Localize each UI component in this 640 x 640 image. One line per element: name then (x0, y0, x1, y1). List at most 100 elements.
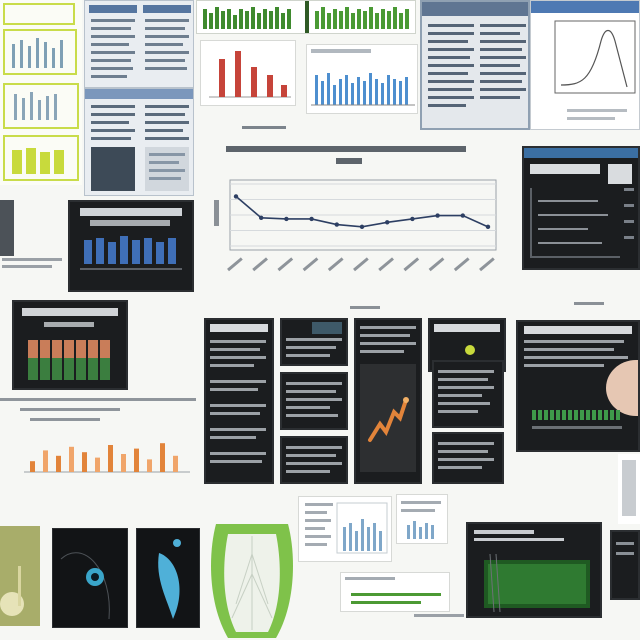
bottom-caption (410, 610, 470, 622)
bottom-doc-3-art (345, 577, 441, 604)
x-tick-labels (227, 257, 495, 272)
dark-panel-mid-3-art (286, 382, 342, 417)
left-text-block-art (0, 200, 62, 268)
orange-bar-marks (30, 443, 178, 472)
dark-panel-edge (610, 530, 640, 600)
dark-panel-mid-7 (432, 432, 504, 484)
orange-bar (108, 445, 113, 472)
graph-panel-art (531, 1, 639, 120)
dark-panel-green-texture-art (474, 530, 590, 613)
orange-bar (82, 452, 87, 472)
orange-bar (30, 461, 35, 472)
blue-panel-top-art (89, 5, 191, 78)
data-point (410, 216, 415, 222)
dark-panel-mid-6-art (438, 370, 494, 413)
orange-bar (43, 450, 48, 472)
data-point (259, 215, 264, 221)
orange-bar (95, 457, 100, 472)
data-point (435, 213, 440, 218)
bottom-doc-2 (396, 494, 448, 544)
dark-panel-green-texture (466, 522, 602, 618)
dark-panel-mid-6 (432, 360, 504, 428)
dark-panel-right-top-art (524, 148, 638, 258)
blue-panel-bottom (84, 88, 194, 196)
data-point (485, 224, 491, 230)
green-strip-art (203, 1, 409, 33)
middle-caption (346, 302, 386, 314)
data-point (284, 216, 289, 222)
small-caption-art (242, 126, 286, 129)
x-tick-label (428, 257, 445, 272)
line-chart-title-scribble (226, 146, 466, 164)
dark-panel-right-mid (516, 320, 640, 452)
bottom-caption-art (414, 614, 464, 617)
orange-bar (134, 448, 139, 472)
dark-panel-edge-art (616, 542, 634, 555)
blue-bar-chart-art (311, 49, 415, 106)
blue-panel-bottom-art (85, 89, 193, 191)
red-bar-chart-art (209, 51, 291, 98)
dark-panel-mid-3 (280, 372, 348, 430)
x-tick-label (327, 257, 344, 272)
blue-panel-top (84, 0, 194, 88)
olive-image-art (0, 566, 24, 616)
dark-panel-mid-2 (280, 318, 348, 366)
document-panel-top-right (420, 0, 530, 130)
dark-cyan-image-1 (52, 528, 128, 628)
orange-bar (173, 455, 178, 472)
dark-cyan-image-1-art (60, 552, 110, 620)
x-tick-label (277, 257, 294, 272)
data-point (334, 222, 339, 227)
red-bar-chart-tile (200, 40, 296, 106)
dark-panel-right-mid-art (524, 326, 638, 429)
dark-panel-mid-1 (204, 318, 274, 484)
lime-chart-stack-art (3, 3, 79, 181)
x-tick-label (353, 257, 369, 272)
right-caption-art (574, 302, 604, 305)
orange-bar (121, 454, 126, 472)
data-point (309, 216, 314, 222)
dark-panel-orange-accent (354, 318, 422, 484)
olive-image-tile (0, 526, 40, 626)
right-mid-scribble-art (622, 460, 636, 516)
lime-chart-stack (0, 0, 82, 185)
orange-bar (56, 455, 61, 472)
orange-bar-chart (0, 394, 196, 480)
blue-bar-chart-tile (306, 44, 418, 114)
green-leaf-art (211, 524, 293, 638)
right-mid-scribble (618, 454, 640, 524)
x-tick-label (227, 257, 243, 272)
dark-panel-mid-1-art (210, 324, 268, 463)
x-tick-label (378, 257, 394, 272)
x-tick-label (479, 257, 495, 272)
green-strip-top (196, 0, 416, 34)
y-axis-label-scribble (214, 200, 219, 226)
bottom-doc-1-art (305, 502, 388, 554)
dark-panel-right-top (522, 146, 640, 270)
green-leaf-tile (206, 514, 298, 640)
data-point (385, 220, 390, 225)
series-line (235, 195, 489, 228)
graph-panel-top-right (530, 0, 640, 130)
dark-panel-mid-4-art (286, 446, 342, 473)
dark-panel-orange-green-art (22, 308, 118, 380)
dark-panel-mid-2-art (286, 322, 342, 357)
dark-cyan-image-2-art (158, 539, 181, 619)
dark-panel-orange-accent-art (360, 326, 416, 472)
orange-bar-chart-svg (0, 398, 196, 473)
left-text-block (0, 190, 66, 270)
bottom-doc-3 (340, 572, 450, 612)
series-points (233, 194, 491, 230)
dark-panel-mid-7-art (438, 442, 494, 469)
orange-bar (147, 459, 152, 472)
x-tick-label (403, 257, 420, 272)
data-point (359, 224, 365, 230)
orange-bar (160, 443, 165, 472)
x-tick-label (252, 257, 268, 272)
orange-bar (69, 446, 74, 472)
bottom-doc-2-art (401, 501, 441, 539)
dark-panel-blue-bars (68, 200, 194, 292)
bottom-doc-1 (298, 496, 392, 562)
small-caption-tile (240, 120, 290, 136)
